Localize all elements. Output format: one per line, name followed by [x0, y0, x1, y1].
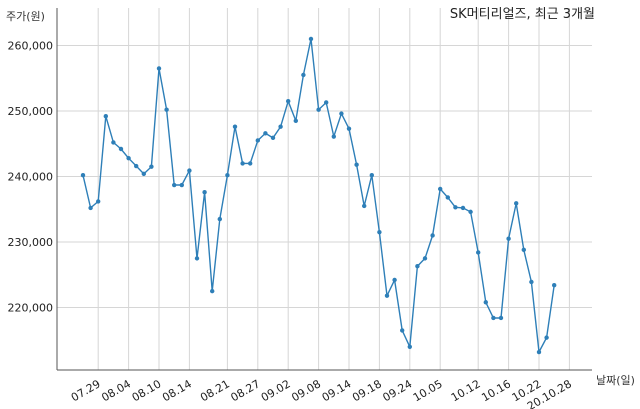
data-point — [172, 182, 177, 188]
data-point — [331, 134, 336, 139]
x-tick-label: 09.02 — [259, 377, 293, 404]
data-point — [400, 328, 405, 333]
data-point — [210, 288, 215, 294]
x-tick-label: 09.18 — [350, 377, 384, 404]
data-point — [126, 155, 131, 161]
data-point — [491, 315, 496, 321]
data-point — [88, 205, 93, 211]
data-point — [270, 135, 276, 141]
x-tick-label: 08.14 — [160, 377, 194, 404]
data-point — [339, 111, 344, 116]
data-point — [187, 168, 192, 173]
data-point — [263, 131, 268, 136]
data-point — [552, 283, 557, 288]
x-tick-label: 08.27 — [229, 377, 263, 404]
y-axis-tick-labels: 220,000 230,000 240,000 250,000 260,000 — [8, 40, 54, 315]
y-tick-label: 220,000 — [8, 302, 54, 315]
data-point — [453, 205, 458, 210]
chart-title: SK머티리얼즈, 최근 3개월 — [450, 7, 595, 22]
data-point — [362, 203, 367, 209]
data-point — [521, 247, 526, 253]
data-point — [134, 163, 139, 169]
x-tick-label: 09.14 — [320, 377, 354, 404]
data-point — [96, 199, 101, 204]
data-point — [179, 182, 184, 188]
y-axis-label: 주가(원) — [6, 10, 45, 23]
data-point — [194, 256, 200, 261]
data-point — [369, 172, 374, 178]
data-point — [225, 172, 230, 178]
data-point — [255, 138, 260, 143]
x-tick-label: 08.04 — [99, 377, 133, 404]
data-point — [324, 100, 329, 105]
data-point — [445, 195, 450, 200]
y-tick-label: 240,000 — [8, 171, 54, 184]
x-tick-label: 10.12 — [449, 377, 483, 404]
data-point — [392, 277, 397, 283]
data-point — [286, 98, 291, 104]
data-point — [422, 256, 428, 261]
data-point — [202, 190, 207, 195]
data-point — [377, 229, 382, 235]
data-point — [415, 264, 420, 269]
data-point — [384, 293, 390, 298]
data-point — [301, 72, 306, 78]
gridlines — [57, 8, 592, 370]
data-point — [468, 209, 473, 215]
x-tick-label: 07.29 — [69, 377, 103, 404]
data-point — [536, 349, 542, 355]
data-point — [529, 279, 534, 285]
data-point — [111, 140, 116, 145]
data-point — [278, 124, 283, 129]
axes — [56, 8, 592, 371]
data-point — [483, 300, 488, 305]
data-point — [141, 171, 146, 177]
x-tick-label: 10.05 — [411, 377, 445, 404]
data-point — [407, 344, 412, 349]
data-point — [103, 114, 109, 119]
data-point — [438, 186, 443, 192]
data-point — [460, 205, 466, 211]
data-point — [293, 118, 298, 124]
data-point — [248, 161, 253, 166]
x-tick-label: 08.10 — [130, 377, 164, 404]
data-point — [118, 146, 124, 152]
data-point — [354, 162, 359, 167]
data-point — [240, 161, 245, 166]
y-tick-label: 230,000 — [8, 236, 54, 249]
x-tick-label: 10.16 — [479, 377, 513, 404]
data-point — [476, 250, 481, 255]
data-point — [316, 107, 321, 112]
data-point — [80, 172, 86, 178]
x-axis-label: 날짜(일) — [596, 373, 635, 387]
data-point — [514, 201, 519, 206]
x-tick-label: 08.21 — [198, 377, 232, 404]
data-point — [156, 66, 162, 71]
x-tick-label: 09.24 — [381, 377, 415, 404]
data-point — [164, 107, 169, 112]
data-point — [506, 236, 511, 241]
data-point — [308, 36, 314, 42]
data-point — [430, 233, 435, 238]
y-tick-label: 260,000 — [8, 40, 54, 53]
price-series — [80, 36, 557, 355]
y-tick-label: 250,000 — [8, 105, 54, 118]
x-tick-label: 09.08 — [289, 377, 323, 404]
data-point — [544, 335, 549, 340]
data-point — [217, 216, 222, 222]
data-point — [149, 164, 154, 169]
data-point — [232, 124, 238, 129]
data-point — [346, 126, 352, 131]
data-point — [498, 315, 504, 321]
